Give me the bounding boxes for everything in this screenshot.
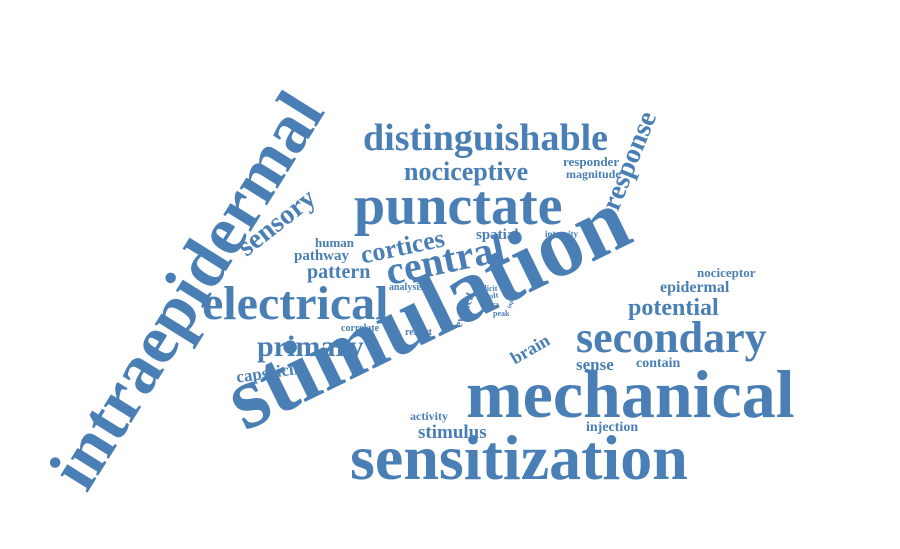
word-injection: injection xyxy=(586,420,639,435)
word-potential: potential xyxy=(628,295,719,321)
word-sensitization: sensitization xyxy=(350,422,688,493)
word-epidermal: epidermal xyxy=(660,279,730,296)
word-distinguishable: distinguishable xyxy=(363,117,608,159)
word-pathway: pathway xyxy=(294,248,350,264)
word-analysis: analysis xyxy=(389,282,423,293)
word-elicit: elicit xyxy=(481,284,498,293)
word-contain: contain xyxy=(636,356,681,371)
word-mechanical: mechanical xyxy=(466,356,795,432)
word-punctate: punctate xyxy=(354,175,563,237)
word-magnitude: magnitude xyxy=(566,167,621,181)
word-pattern: pattern xyxy=(307,261,371,283)
word-reflect: reflect xyxy=(405,327,433,338)
word-intensity: intensity xyxy=(545,229,579,239)
word-primary: primary xyxy=(257,330,364,363)
word-nociceptive: nociceptive xyxy=(404,157,529,186)
word-secondary: secondary xyxy=(576,313,767,362)
word-sense: sense xyxy=(576,355,614,374)
word-electrical: electrical xyxy=(202,277,389,330)
word-nociceptor: nociceptor xyxy=(697,265,756,280)
word-stimulus: stimulus xyxy=(418,422,487,443)
word-activity: activity xyxy=(410,409,448,423)
word-intra: intra xyxy=(482,300,499,309)
word-correlate: correlate xyxy=(341,323,380,334)
word-human: human xyxy=(315,235,355,250)
word-peak: peak xyxy=(493,309,510,318)
word-spatial: spatial xyxy=(476,227,519,243)
word-responder: responder xyxy=(563,154,620,169)
